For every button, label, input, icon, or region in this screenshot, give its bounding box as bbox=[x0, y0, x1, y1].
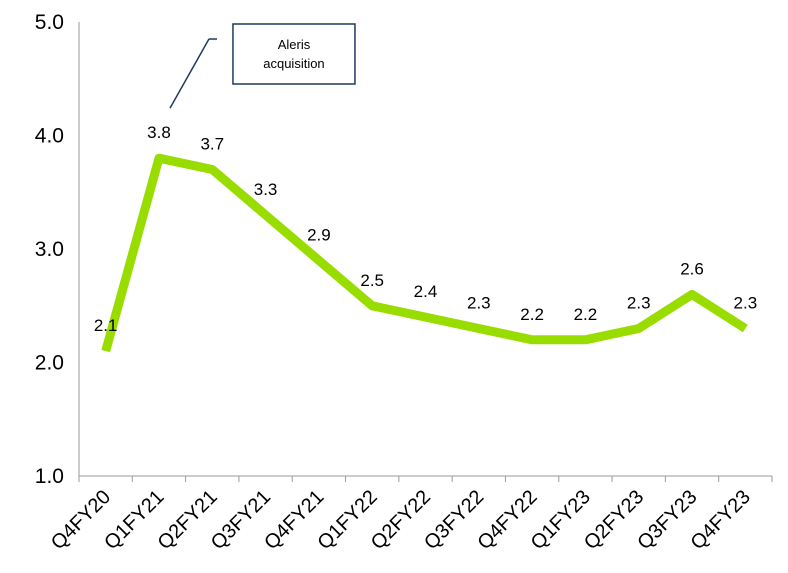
series-line bbox=[101, 153, 748, 353]
data-label: 2.5 bbox=[360, 271, 384, 290]
y-tick-label: 1.0 bbox=[35, 465, 64, 488]
data-label: 2.1 bbox=[94, 316, 118, 335]
data-label: 2.3 bbox=[734, 293, 758, 312]
annotation-text-line1: Aleris bbox=[278, 37, 311, 52]
data-label: 3.8 bbox=[147, 123, 171, 142]
data-label: 3.7 bbox=[200, 135, 224, 154]
data-label: 2.2 bbox=[520, 305, 544, 324]
annotation-leader-line bbox=[169, 38, 210, 109]
y-tick-label: 3.0 bbox=[35, 238, 64, 261]
data-label: 2.4 bbox=[414, 282, 438, 301]
annotation-text-line2: acquisition bbox=[263, 56, 324, 71]
data-label: 2.3 bbox=[627, 293, 651, 312]
x-tick-marks bbox=[78, 476, 773, 482]
annotation-callout: Aleris acquisition bbox=[169, 23, 356, 109]
x-tick-labels: Q4FY20Q1FY21Q2FY21Q3FY21Q4FY21Q1FY22Q2FY… bbox=[47, 486, 755, 554]
data-label: 2.3 bbox=[467, 293, 491, 312]
x-tick-label: Q4FY23 bbox=[687, 486, 755, 554]
data-labels: 2.1 3.8 3.7 3.3 2.9 2.5 2.4 2.3 2.2 2.2 2.3 2.6 2.3 bbox=[94, 123, 757, 335]
y-tick-label: 2.0 bbox=[35, 352, 64, 375]
y-tick-label: 4.0 bbox=[35, 125, 64, 148]
annotation-box bbox=[232, 23, 356, 85]
data-label: 3.3 bbox=[254, 180, 278, 199]
data-label: 2.6 bbox=[680, 259, 704, 278]
y-tick-label: 5.0 bbox=[35, 11, 64, 34]
data-label: 2.2 bbox=[574, 305, 598, 324]
y-tick-labels: 1.0 2.0 3.0 4.0 5.0 bbox=[35, 11, 64, 488]
data-label: 2.9 bbox=[307, 225, 331, 244]
